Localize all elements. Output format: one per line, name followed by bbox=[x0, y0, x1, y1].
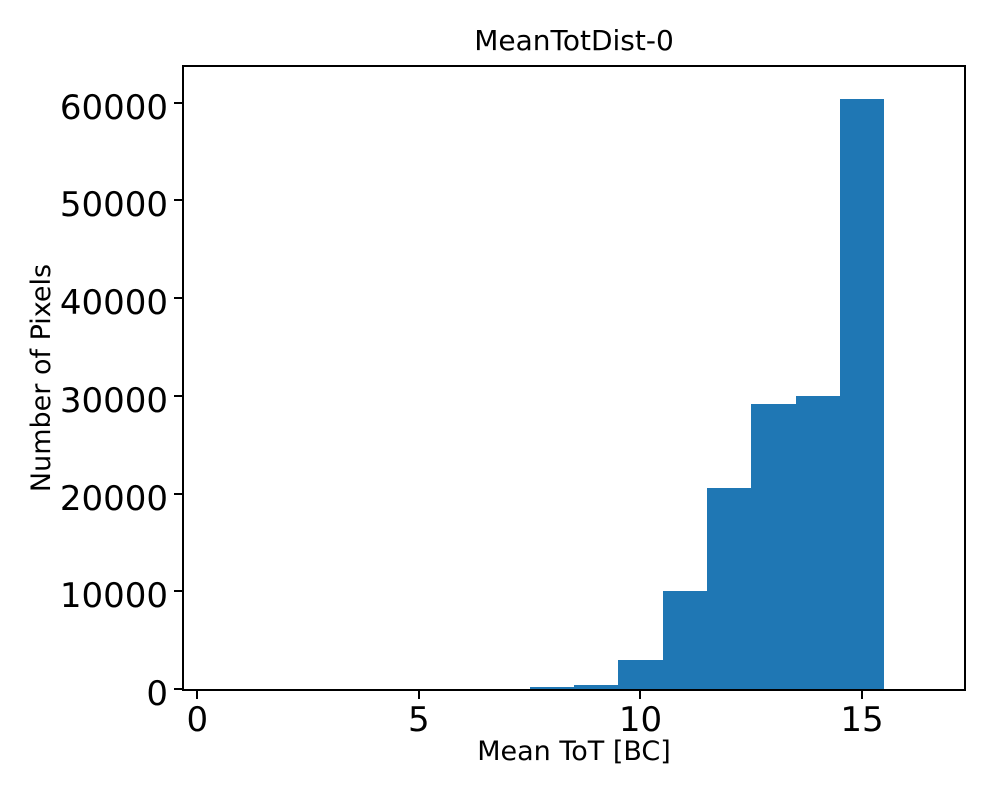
x-axis-label: Mean ToT [BC] bbox=[477, 736, 671, 767]
histogram-bar bbox=[707, 488, 751, 689]
histogram-bar bbox=[530, 687, 574, 689]
x-tick-label: 15 bbox=[840, 700, 884, 740]
y-tick-mark bbox=[174, 590, 182, 593]
x-tick-label: 10 bbox=[618, 700, 663, 740]
y-tick-mark bbox=[174, 101, 182, 104]
histogram-bar bbox=[663, 591, 707, 689]
y-tick-label: 0 bbox=[146, 674, 168, 714]
y-tick-label: 20000 bbox=[59, 478, 168, 519]
y-tick-label: 40000 bbox=[59, 283, 168, 324]
y-tick-label: 60000 bbox=[59, 87, 168, 128]
y-tick-label: 10000 bbox=[59, 576, 168, 617]
histogram-bar bbox=[574, 685, 618, 689]
y-tick-mark bbox=[174, 492, 182, 495]
y-tick-label: 50000 bbox=[59, 185, 168, 226]
x-tick-mark bbox=[639, 691, 642, 699]
x-tick-mark bbox=[861, 691, 864, 699]
y-tick-mark bbox=[174, 394, 182, 397]
x-tick-label: 5 bbox=[408, 700, 430, 740]
histogram-bar bbox=[796, 396, 840, 689]
histogram-bar bbox=[618, 660, 663, 689]
y-tick-mark bbox=[174, 199, 182, 202]
histogram-bar bbox=[751, 404, 796, 689]
plot-area bbox=[182, 65, 966, 691]
y-tick-mark bbox=[174, 688, 182, 690]
x-tick-mark bbox=[196, 691, 199, 699]
x-tick-mark bbox=[417, 691, 420, 699]
bars-container bbox=[184, 67, 964, 689]
y-tick-label: 30000 bbox=[59, 380, 168, 421]
y-tick-mark bbox=[174, 297, 182, 300]
chart-title: MeanTotDist-0 bbox=[474, 24, 674, 57]
histogram-bar bbox=[840, 99, 884, 689]
x-tick-label: 0 bbox=[186, 700, 209, 740]
